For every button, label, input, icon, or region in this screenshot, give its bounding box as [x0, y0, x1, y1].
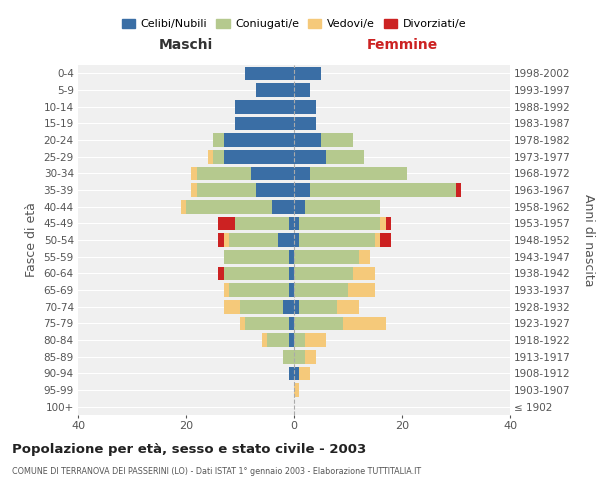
Y-axis label: Fasce di età: Fasce di età: [25, 202, 38, 278]
Bar: [299, 216, 380, 230]
Bar: [348, 283, 375, 297]
Bar: [294, 166, 310, 180]
Bar: [321, 133, 353, 147]
Bar: [191, 166, 197, 180]
Bar: [251, 166, 294, 180]
Bar: [245, 66, 294, 80]
Bar: [310, 166, 407, 180]
Bar: [224, 250, 289, 264]
Bar: [289, 283, 294, 297]
Bar: [294, 116, 316, 130]
Text: COMUNE DI TERRANOVA DEI PASSERINI (LO) - Dati ISTAT 1° gennaio 2003 - Elaborazio: COMUNE DI TERRANOVA DEI PASSERINI (LO) -…: [12, 468, 421, 476]
Bar: [289, 366, 294, 380]
Bar: [218, 216, 235, 230]
Bar: [213, 133, 224, 147]
Bar: [294, 66, 321, 80]
Bar: [218, 233, 224, 247]
Bar: [224, 233, 229, 247]
Bar: [267, 333, 289, 347]
Bar: [289, 266, 294, 280]
Bar: [337, 300, 359, 314]
Bar: [294, 183, 310, 197]
Bar: [262, 333, 267, 347]
Bar: [294, 100, 316, 114]
Bar: [224, 283, 229, 297]
Bar: [305, 333, 326, 347]
Bar: [235, 100, 294, 114]
Bar: [456, 183, 461, 197]
Bar: [294, 266, 353, 280]
Bar: [186, 200, 272, 213]
Bar: [343, 316, 386, 330]
Bar: [294, 233, 299, 247]
Y-axis label: Anni di nascita: Anni di nascita: [582, 194, 595, 286]
Bar: [229, 233, 278, 247]
Bar: [224, 266, 289, 280]
Bar: [229, 283, 289, 297]
Bar: [294, 150, 326, 164]
Bar: [294, 200, 305, 213]
Bar: [299, 366, 310, 380]
Bar: [224, 133, 294, 147]
Bar: [224, 300, 240, 314]
Bar: [278, 233, 294, 247]
Bar: [353, 266, 375, 280]
Bar: [299, 300, 337, 314]
Bar: [305, 350, 316, 364]
Bar: [256, 183, 294, 197]
Bar: [294, 250, 359, 264]
Bar: [191, 183, 197, 197]
Bar: [197, 183, 256, 197]
Bar: [235, 216, 289, 230]
Bar: [208, 150, 213, 164]
Bar: [272, 200, 294, 213]
Bar: [326, 150, 364, 164]
Bar: [294, 316, 343, 330]
Bar: [240, 300, 283, 314]
Bar: [213, 150, 224, 164]
Bar: [294, 133, 321, 147]
Bar: [235, 116, 294, 130]
Legend: Celibi/Nubili, Coniugati/e, Vedovi/e, Divorziati/e: Celibi/Nubili, Coniugati/e, Vedovi/e, Di…: [118, 14, 470, 34]
Bar: [289, 316, 294, 330]
Bar: [359, 250, 370, 264]
Bar: [294, 383, 299, 397]
Bar: [294, 216, 299, 230]
Bar: [256, 83, 294, 97]
Bar: [218, 266, 224, 280]
Bar: [181, 200, 186, 213]
Text: Femmine: Femmine: [367, 38, 437, 52]
Bar: [294, 333, 305, 347]
Bar: [197, 166, 251, 180]
Bar: [380, 216, 386, 230]
Bar: [283, 300, 294, 314]
Bar: [294, 350, 305, 364]
Bar: [386, 216, 391, 230]
Bar: [283, 350, 294, 364]
Bar: [289, 250, 294, 264]
Bar: [240, 316, 245, 330]
Bar: [245, 316, 289, 330]
Bar: [299, 233, 375, 247]
Bar: [224, 150, 294, 164]
Bar: [305, 200, 380, 213]
Bar: [289, 216, 294, 230]
Bar: [294, 366, 299, 380]
Bar: [375, 233, 380, 247]
Bar: [289, 333, 294, 347]
Bar: [294, 283, 348, 297]
Text: Maschi: Maschi: [159, 38, 213, 52]
Bar: [380, 233, 391, 247]
Bar: [310, 183, 456, 197]
Bar: [294, 83, 310, 97]
Text: Popolazione per età, sesso e stato civile - 2003: Popolazione per età, sesso e stato civil…: [12, 442, 366, 456]
Bar: [294, 300, 299, 314]
